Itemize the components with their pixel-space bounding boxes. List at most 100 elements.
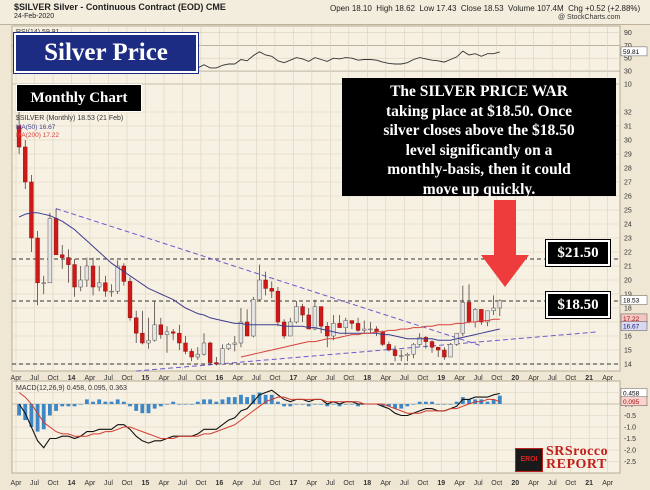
trendline bbox=[55, 208, 482, 347]
x-tick-label: Jul bbox=[178, 480, 187, 487]
macd-hist-bar bbox=[232, 397, 237, 404]
x-tick-label: Oct bbox=[195, 375, 206, 382]
macd-hist-bar bbox=[325, 404, 330, 407]
x-tick-label: 21 bbox=[585, 375, 593, 382]
macd-hist-bar bbox=[356, 404, 360, 407]
x-tick-label: Oct bbox=[491, 375, 502, 382]
candle-body bbox=[318, 306, 324, 327]
x-tick-label: Apr bbox=[454, 375, 466, 382]
macd-hist-bar bbox=[239, 394, 243, 404]
x-tick-label: Apr bbox=[232, 480, 244, 487]
macd-hist-bar bbox=[251, 394, 256, 404]
macd-hist-bar bbox=[152, 404, 157, 409]
candle-body bbox=[109, 290, 114, 293]
macd-hist-bar bbox=[276, 401, 280, 404]
price-tick-label: 23 bbox=[624, 236, 632, 243]
macd-hist-bar bbox=[343, 404, 348, 405]
x-tick-label: 18 bbox=[363, 375, 371, 382]
macd-hist-bar bbox=[282, 404, 287, 407]
x-tick-label: 16 bbox=[215, 375, 223, 382]
macd-hist-bar bbox=[405, 404, 410, 407]
macd-hist-bar bbox=[72, 404, 77, 407]
candle-body bbox=[294, 306, 299, 323]
arrow-head-icon bbox=[481, 255, 529, 287]
macd-tick-label: -1.5 bbox=[624, 436, 636, 443]
candle-body bbox=[226, 344, 231, 349]
candle-body bbox=[466, 302, 472, 323]
x-tick-label: Apr bbox=[85, 375, 97, 382]
candle-body bbox=[423, 337, 429, 342]
rsi-legend: RSI(14) 59.81 bbox=[16, 29, 60, 36]
price-tick-label: 28 bbox=[624, 166, 632, 173]
candle-body bbox=[152, 324, 157, 341]
subtitle-badge: Monthly Chart bbox=[16, 84, 142, 112]
macd-tick-label: -2.5 bbox=[624, 459, 636, 466]
macd-hist-bar bbox=[220, 399, 225, 404]
macd-hist-bar bbox=[417, 401, 422, 404]
macd-hist-bar bbox=[202, 399, 206, 404]
x-tick-label: Oct bbox=[269, 480, 280, 487]
x-tick-label: 15 bbox=[142, 375, 150, 382]
macd-hist-bar bbox=[485, 401, 490, 404]
x-tick-label: Jul bbox=[30, 480, 39, 487]
rsi-tick-label: 50 bbox=[624, 56, 632, 63]
x-tick-label: Apr bbox=[380, 480, 392, 487]
macd-hist-bar bbox=[84, 399, 89, 404]
macd-hist-bar bbox=[442, 404, 447, 405]
candle-body bbox=[53, 218, 59, 256]
candle-body bbox=[164, 331, 170, 335]
candle-body bbox=[343, 320, 348, 328]
x-tick-label: Apr bbox=[306, 375, 318, 382]
x-tick-label: Apr bbox=[158, 375, 170, 382]
macd-hist-bar bbox=[60, 404, 65, 407]
price-tick-label: 24 bbox=[624, 222, 632, 229]
srsrocco-logo: EROI SRSrocco REPORT bbox=[513, 444, 613, 474]
annotation-line-1: The SILVER PRICE WAR bbox=[390, 83, 568, 100]
annotation-box: The SILVER PRICE WAR taking place at $18… bbox=[342, 78, 616, 198]
symbol-line: $SILVER Silver - Continuous Contract (EO… bbox=[14, 2, 226, 12]
candle-body bbox=[140, 332, 145, 344]
macd-hist-bar bbox=[158, 404, 163, 407]
macd-hist-bar bbox=[208, 399, 213, 404]
chart-title: Silver Price bbox=[44, 39, 168, 66]
macd-hist-bar bbox=[183, 404, 188, 405]
annotation-line-3: silver closes above the $18.50 bbox=[383, 122, 575, 139]
price-tick-label: 20 bbox=[624, 278, 632, 285]
candle-body bbox=[232, 342, 237, 345]
ma50-tag-bg bbox=[620, 321, 648, 331]
macd-hist-bar bbox=[393, 404, 397, 409]
candle-body bbox=[171, 331, 176, 334]
candle-body bbox=[251, 299, 256, 337]
last-price-tag-bg bbox=[620, 295, 648, 305]
candle-body bbox=[473, 309, 478, 323]
candle-body bbox=[183, 342, 188, 352]
x-tick-label: Oct bbox=[195, 480, 206, 487]
x-tick-label: Oct bbox=[565, 375, 576, 382]
macd-tick-label: -2.0 bbox=[624, 448, 636, 455]
x-tick-label: Apr bbox=[602, 375, 614, 382]
last-price-tag: 18.53 bbox=[623, 298, 640, 305]
macd-hist-bar bbox=[319, 404, 323, 405]
x-tick-label: Jul bbox=[400, 375, 409, 382]
x-tick-label: Oct bbox=[48, 375, 59, 382]
macd-hist-bar bbox=[29, 404, 34, 427]
x-tick-label: 15 bbox=[142, 480, 150, 487]
macd-hist-bar bbox=[423, 401, 428, 404]
x-tick-label: 17 bbox=[289, 480, 297, 487]
rsi-tick-label: 10 bbox=[624, 82, 632, 89]
price-tick-label: 26 bbox=[624, 194, 632, 201]
candle-body bbox=[90, 265, 96, 288]
macd-hist-bar bbox=[121, 401, 126, 404]
macd-hist-bar bbox=[337, 404, 342, 407]
macd-hist-bar bbox=[140, 404, 145, 414]
price-tick-label: 29 bbox=[624, 152, 632, 159]
price-tag-18-50: $18.50 bbox=[546, 292, 610, 318]
candle-body bbox=[399, 355, 404, 357]
candle-body bbox=[146, 339, 151, 344]
ma50-legend: MA(50) 16.67 bbox=[16, 124, 56, 131]
ohlc-readout: Open 18.10 High 18.62 Low 17.43 Close 18… bbox=[330, 4, 641, 13]
x-tick-label: 16 bbox=[215, 480, 223, 487]
annotation-line-6: move up quickly. bbox=[422, 180, 536, 198]
x-tick-label: Apr bbox=[85, 480, 97, 487]
